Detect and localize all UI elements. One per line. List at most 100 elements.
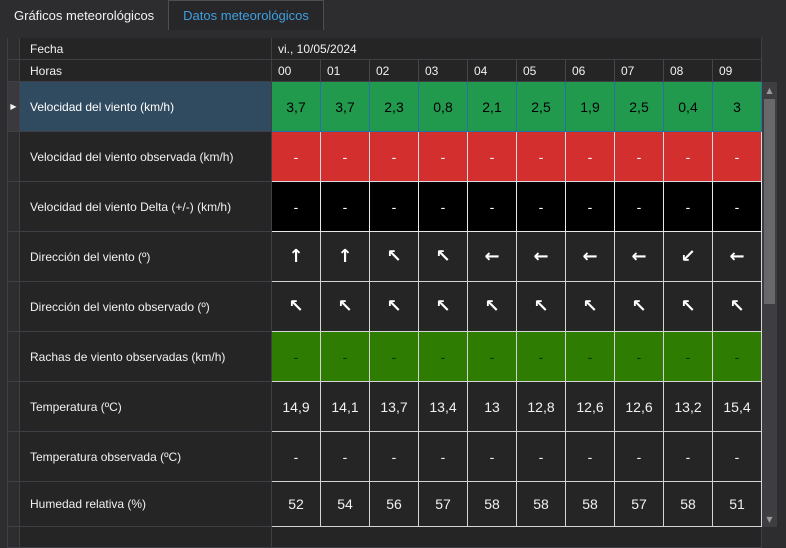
row-label[interactable]: Temperatura (ºC) xyxy=(20,382,272,432)
hour-header-cell[interactable]: 01 xyxy=(321,60,370,82)
data-cell[interactable]: 0,8 xyxy=(419,82,468,132)
hour-header-cell[interactable]: 04 xyxy=(468,60,517,82)
row-gutter[interactable] xyxy=(7,38,20,60)
data-cell[interactable]: 52 xyxy=(272,482,321,527)
hour-header-cell[interactable]: 00 xyxy=(272,60,321,82)
row-gutter[interactable] xyxy=(7,282,20,332)
tab-graficos-meteorologicos[interactable]: Gráficos meteorológicos xyxy=(14,7,155,23)
hour-header-cell[interactable]: 05 xyxy=(517,60,566,82)
data-cell[interactable]: 13 xyxy=(468,382,517,432)
data-cell[interactable]: - xyxy=(517,182,566,232)
data-cell[interactable]: 2,5 xyxy=(615,82,664,132)
data-cell[interactable]: 14,1 xyxy=(321,382,370,432)
row-gutter[interactable] xyxy=(7,527,20,548)
data-cell[interactable]: - xyxy=(713,182,762,232)
data-cell[interactable]: 2,5 xyxy=(517,82,566,132)
data-cell[interactable]: - xyxy=(713,332,762,382)
scroll-down-button[interactable]: ▼ xyxy=(762,511,777,527)
data-cell[interactable]: - xyxy=(517,132,566,182)
data-cell[interactable]: - xyxy=(664,332,713,382)
data-cell[interactable]: - xyxy=(664,132,713,182)
wind-direction-arrow-cell[interactable]: ← xyxy=(468,232,517,282)
data-cell[interactable]: - xyxy=(713,132,762,182)
data-cell[interactable]: - xyxy=(321,432,370,482)
data-cell[interactable]: 57 xyxy=(615,482,664,527)
data-cell[interactable]: 3,7 xyxy=(272,82,321,132)
wind-direction-arrow-cell[interactable]: ↖ xyxy=(468,282,517,332)
data-cell[interactable]: - xyxy=(566,332,615,382)
row-gutter[interactable] xyxy=(7,60,20,82)
data-cell[interactable]: - xyxy=(664,182,713,232)
row-label[interactable]: Rachas de viento observadas (km/h) xyxy=(20,332,272,382)
data-cell[interactable]: - xyxy=(272,332,321,382)
data-cell[interactable]: - xyxy=(713,432,762,482)
wind-direction-arrow-cell[interactable]: ↖ xyxy=(419,232,468,282)
wind-direction-arrow-cell[interactable]: ← xyxy=(566,232,615,282)
data-cell[interactable]: - xyxy=(419,332,468,382)
data-cell[interactable]: 3,7 xyxy=(321,82,370,132)
wind-direction-arrow-cell[interactable]: ↖ xyxy=(517,282,566,332)
data-cell[interactable]: - xyxy=(566,182,615,232)
row-label[interactable]: Velocidad del viento observada (km/h) xyxy=(20,132,272,182)
wind-direction-arrow-cell[interactable]: ↖ xyxy=(615,282,664,332)
hour-header-cell[interactable]: 02 xyxy=(370,60,419,82)
data-cell[interactable]: - xyxy=(468,332,517,382)
row-gutter[interactable]: ▶ xyxy=(7,82,20,132)
row-gutter[interactable] xyxy=(7,382,20,432)
data-cell[interactable]: - xyxy=(370,182,419,232)
hour-header-cell[interactable]: 07 xyxy=(615,60,664,82)
data-cell[interactable]: - xyxy=(615,332,664,382)
row-gutter[interactable] xyxy=(7,482,20,527)
data-cell[interactable]: 14,9 xyxy=(272,382,321,432)
data-cell[interactable]: 13,2 xyxy=(664,382,713,432)
wind-direction-arrow-cell[interactable]: ↖ xyxy=(321,282,370,332)
row-label[interactable]: Dirección del viento (º) xyxy=(20,232,272,282)
data-cell[interactable]: - xyxy=(419,432,468,482)
data-cell[interactable]: - xyxy=(272,432,321,482)
data-cell[interactable]: 2,3 xyxy=(370,82,419,132)
data-cell[interactable]: - xyxy=(566,132,615,182)
wind-direction-arrow-cell[interactable]: ↖ xyxy=(713,282,762,332)
data-cell[interactable]: 1,9 xyxy=(566,82,615,132)
wind-direction-arrow-cell[interactable]: ↑ xyxy=(272,232,321,282)
hour-header-cell[interactable]: 08 xyxy=(664,60,713,82)
data-cell[interactable]: - xyxy=(370,332,419,382)
hour-header-cell[interactable]: 03 xyxy=(419,60,468,82)
tab-datos-meteorologicos[interactable]: Datos meteorológicos xyxy=(168,0,324,30)
data-cell[interactable]: 13,7 xyxy=(370,382,419,432)
data-cell[interactable]: - xyxy=(468,182,517,232)
data-cell[interactable]: 12,6 xyxy=(566,382,615,432)
data-cell[interactable]: 12,6 xyxy=(615,382,664,432)
data-cell[interactable]: - xyxy=(370,132,419,182)
wind-direction-arrow-cell[interactable]: ↑ xyxy=(321,232,370,282)
data-cell[interactable]: - xyxy=(517,332,566,382)
vertical-scrollbar[interactable]: ▲ ▼ xyxy=(762,82,777,527)
scroll-up-button[interactable]: ▲ xyxy=(762,82,777,98)
empty-row-cells[interactable] xyxy=(272,527,762,548)
data-cell[interactable]: - xyxy=(419,182,468,232)
data-cell[interactable]: 51 xyxy=(713,482,762,527)
data-cell[interactable]: - xyxy=(321,132,370,182)
data-cell[interactable]: 58 xyxy=(664,482,713,527)
row-gutter[interactable] xyxy=(7,132,20,182)
data-cell[interactable]: - xyxy=(615,432,664,482)
row-label[interactable]: Velocidad del viento Delta (+/-) (km/h) xyxy=(20,182,272,232)
wind-direction-arrow-cell[interactable]: ↖ xyxy=(419,282,468,332)
data-cell[interactable]: 58 xyxy=(566,482,615,527)
wind-direction-arrow-cell[interactable]: ↖ xyxy=(370,282,419,332)
data-cell[interactable]: - xyxy=(615,132,664,182)
wind-direction-arrow-cell[interactable]: ← xyxy=(615,232,664,282)
data-cell[interactable]: - xyxy=(419,132,468,182)
row-label[interactable]: Temperatura observada (ºC) xyxy=(20,432,272,482)
data-cell[interactable]: 12,8 xyxy=(517,382,566,432)
scrollbar-thumb[interactable] xyxy=(764,99,775,304)
data-cell[interactable]: - xyxy=(321,182,370,232)
hour-header-cell[interactable]: 09 xyxy=(713,60,762,82)
data-cell[interactable]: - xyxy=(370,432,419,482)
data-cell[interactable]: 2,1 xyxy=(468,82,517,132)
data-cell[interactable]: - xyxy=(272,132,321,182)
data-cell[interactable]: 57 xyxy=(419,482,468,527)
empty-row-label[interactable] xyxy=(20,527,272,548)
row-gutter[interactable] xyxy=(7,232,20,282)
row-gutter[interactable] xyxy=(7,432,20,482)
